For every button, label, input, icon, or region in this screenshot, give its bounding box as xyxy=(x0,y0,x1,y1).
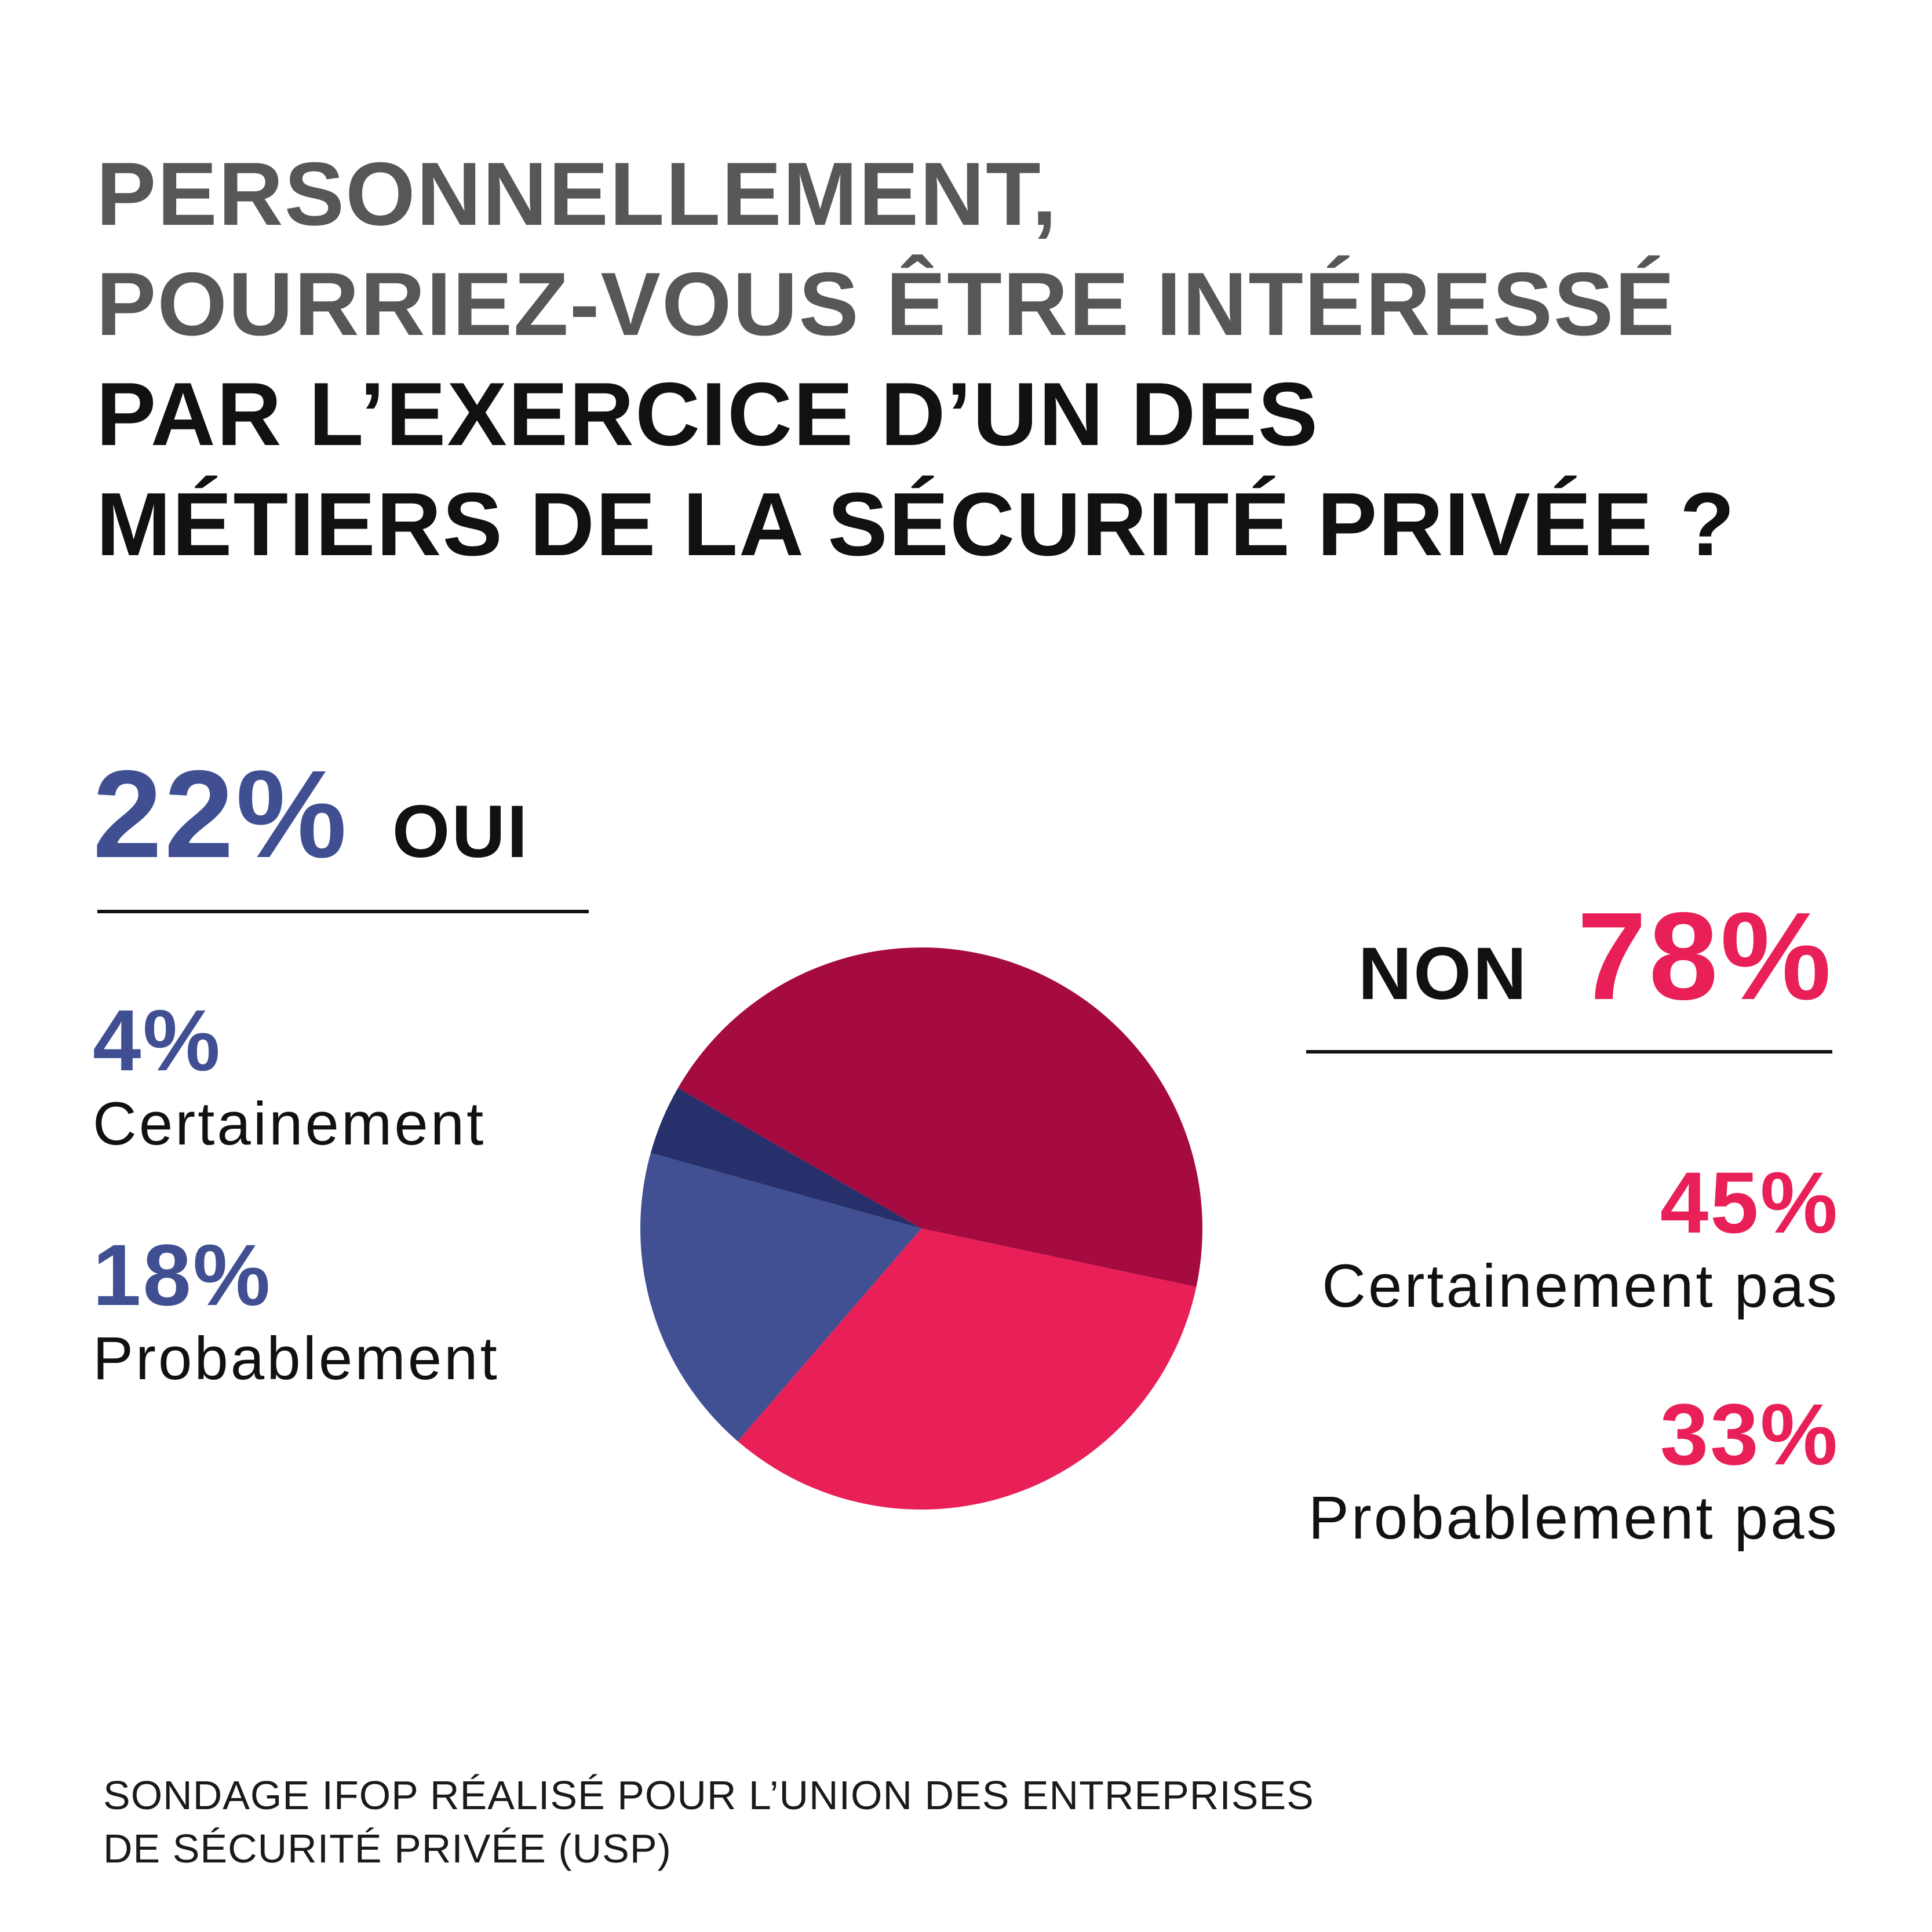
oui-label: OUI xyxy=(392,790,530,873)
title-line-4: MÉTIERS DE LA SÉCURITÉ PRIVÉE ? xyxy=(96,474,1736,574)
non-label: NON xyxy=(1358,932,1529,1015)
oui-item-probablement: 18% Probablement xyxy=(93,1229,500,1397)
non-item-probablement-pas: 33% Probablement pas xyxy=(1308,1388,1839,1556)
non-item-percent: 45% xyxy=(1660,1154,1839,1251)
pie-slice-certainement-pas xyxy=(677,947,1202,1287)
non-item-certainement-pas: 45% Certainement pas xyxy=(1322,1156,1839,1324)
oui-item-certainement: 4% Certainement xyxy=(93,994,486,1162)
non-header: NON 78% xyxy=(1358,890,1833,1023)
title-line-2: POURRIEZ-VOUS ÊTRE INTÉRESSÉ xyxy=(96,254,1676,354)
oui-item-percent: 4% xyxy=(93,991,222,1089)
oui-divider xyxy=(97,910,589,913)
title-line-1: PERSONNELLEMENT, xyxy=(96,144,1058,244)
oui-total-percent: 22% xyxy=(93,744,349,884)
oui-header: 22% OUI xyxy=(93,748,529,881)
pie-slice-probablement-pas xyxy=(738,1229,1197,1510)
source-note: SONDAGE IFOP RÉALISÉ POUR L’UNION DES EN… xyxy=(103,1769,1314,1875)
non-total-percent: 78% xyxy=(1577,886,1833,1026)
oui-item-label: Certainement xyxy=(93,1090,486,1158)
non-item-percent: 33% xyxy=(1660,1386,1839,1483)
pie-slice-certainement xyxy=(650,1088,921,1229)
source-line-1: SONDAGE IFOP RÉALISÉ POUR L’UNION DES EN… xyxy=(103,1773,1314,1818)
source-line-2: DE SÉCURITÉ PRIVÉE (USP) xyxy=(103,1826,672,1871)
non-item-label: Certainement pas xyxy=(1322,1252,1839,1320)
oui-item-percent: 18% xyxy=(93,1226,272,1324)
oui-item-label: Probablement xyxy=(93,1325,500,1393)
chart-title: PERSONNELLEMENT, POURRIEZ-VOUS ÊTRE INTÉ… xyxy=(96,139,1864,579)
title-line-3: PAR L’EXERCICE D’UN DES xyxy=(96,364,1319,464)
pie-slice-probablement xyxy=(640,1153,921,1442)
pie-chart xyxy=(640,947,1202,1510)
non-item-label: Probablement pas xyxy=(1308,1484,1839,1552)
non-divider xyxy=(1306,1050,1832,1054)
